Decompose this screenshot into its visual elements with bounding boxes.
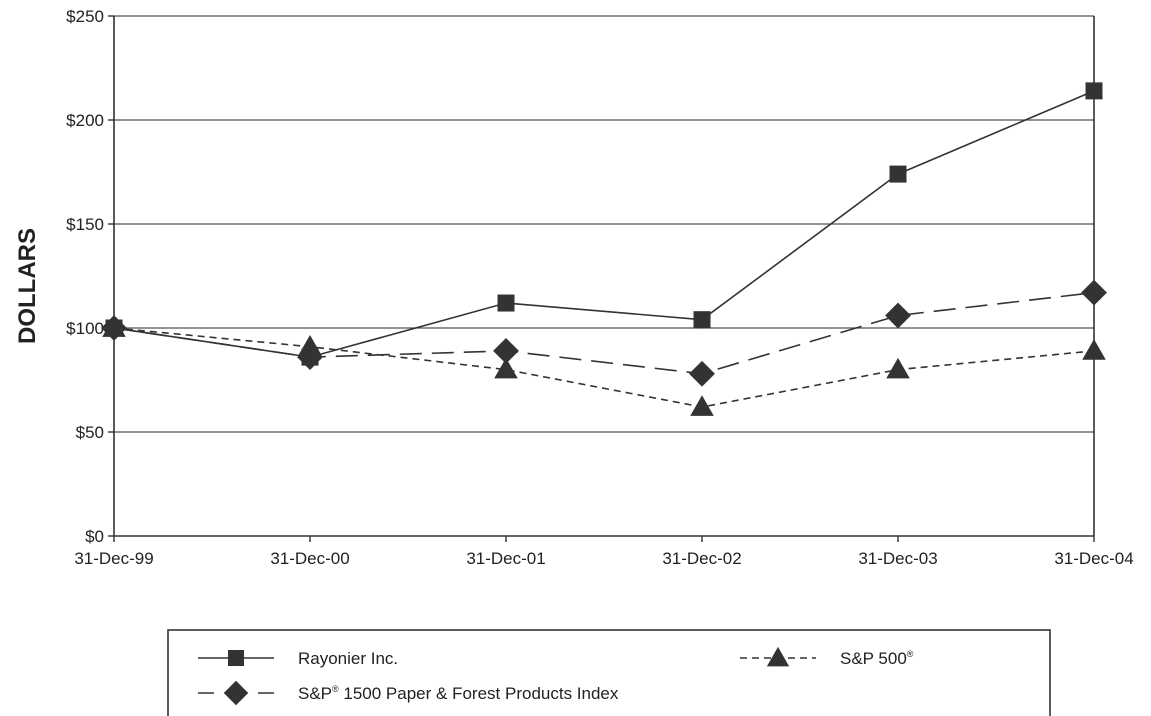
data-point-sp500 <box>1082 339 1106 360</box>
x-tick-labels: 31-Dec-99 31-Dec-00 31-Dec-01 31-Dec-02 31-D… <box>74 549 1133 568</box>
legend-item-sp500: S&P 500® <box>740 646 914 668</box>
x-tick-label: 31-Dec-01 <box>466 549 545 568</box>
legend-marker-rayonier <box>228 650 244 666</box>
series-rayonier <box>105 82 1103 366</box>
x-tick-label: 31-Dec-00 <box>270 549 349 568</box>
data-point-rayonier <box>889 165 907 183</box>
legend-marker-sp500 <box>766 646 790 667</box>
legend-label: Rayonier Inc. <box>298 649 398 668</box>
legend-item-rayonier: Rayonier Inc. <box>198 649 398 668</box>
legend-marker-sp1500 <box>223 680 249 706</box>
y-tick-label: $150 <box>66 215 104 234</box>
y-tick-label: $200 <box>66 111 104 130</box>
x-tick-label: 31-Dec-03 <box>858 549 937 568</box>
y-tick-labels: $0 $50 $100 $150 $200 $250 <box>66 7 104 546</box>
data-point-rayonier <box>693 311 711 329</box>
data-point-sp500 <box>690 395 714 416</box>
legend-label: S&P® 1500 Paper & Forest Products Index <box>298 684 619 703</box>
data-point-sp500 <box>886 357 910 379</box>
legend-item-sp1500: S&P® 1500 Paper & Forest Products Index <box>198 680 619 706</box>
data-point-sp1500 <box>1081 279 1107 306</box>
x-tick-label: 31-Dec-04 <box>1054 549 1133 568</box>
y-tick-label: $100 <box>66 319 104 338</box>
y-tick-label: $250 <box>66 7 104 26</box>
y-tick-label: $50 <box>76 423 104 442</box>
data-point-rayonier <box>497 294 515 312</box>
data-point-rayonier <box>301 348 319 366</box>
x-tick-label: 31-Dec-99 <box>74 549 153 568</box>
data-point-rayonier <box>105 319 123 337</box>
legend-label: S&P 500® <box>840 649 914 668</box>
series-sp500 <box>102 316 1106 416</box>
data-point-sp1500 <box>689 360 715 387</box>
data-point-sp1500 <box>493 337 519 364</box>
data-point-sp500 <box>494 357 518 379</box>
axes <box>113 16 1095 542</box>
grid-lines <box>108 15 1094 537</box>
series-line-sp1500 <box>113 291 1095 375</box>
data-point-rayonier <box>1085 82 1103 100</box>
data-point-sp1500 <box>885 302 911 329</box>
x-tick-label: 31-Dec-02 <box>662 549 741 568</box>
series-line-rayonier <box>113 90 1095 358</box>
series-line-sp500 <box>113 327 1095 408</box>
series-group <box>101 82 1107 416</box>
y-tick-label: $0 <box>85 527 104 546</box>
y-axis-label: DOLLARS <box>14 228 41 344</box>
legend: Rayonier Inc. S&P 500® S&P® 1500 Paper & F… <box>167 629 1051 716</box>
legend-box <box>167 629 1051 716</box>
series-sp1500 <box>101 279 1107 387</box>
